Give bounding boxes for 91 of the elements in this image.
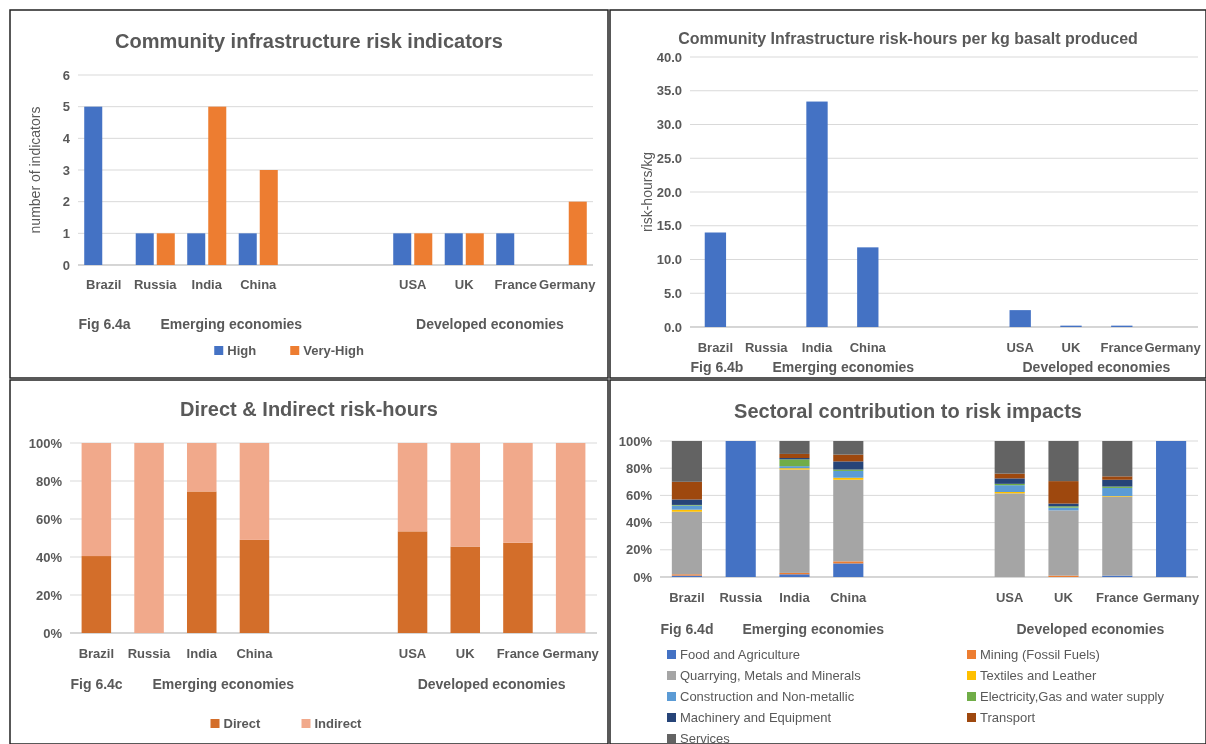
x-tick-label: UK [455, 646, 476, 661]
text: Developed economies [416, 316, 565, 332]
y-tick-label: 0% [633, 569, 653, 585]
y-tick-label: 5 [62, 99, 70, 115]
y-tick-label: 15.0 [656, 218, 682, 234]
y-tick-label: 0.0 [663, 319, 682, 335]
legend-label: Mining (Fossil Fuels) [980, 647, 1100, 662]
caption: Fig 6.4d [660, 621, 714, 637]
legend-label: Textiles and Leather [980, 668, 1098, 683]
y-axis-title: number of indicators [27, 106, 43, 234]
text: Emerging economies [160, 316, 303, 332]
x-tick-label: USA [1006, 340, 1035, 355]
legend-label: Electricity,Gas and water supply [980, 689, 1165, 704]
x-tick-label: India [801, 340, 833, 355]
text: Developed economies [417, 676, 566, 692]
y-tick-label: 40% [35, 549, 63, 565]
legend-label: High [227, 343, 257, 358]
x-tick-label: India [779, 590, 811, 605]
x-tick-label: USA [995, 590, 1025, 605]
legend-label: Services [680, 731, 731, 744]
y-tick-label: 10.0 [656, 252, 682, 268]
x-tick-label: USA [399, 277, 428, 292]
chart-title: Community infrastructure risk indicators [115, 30, 503, 52]
y-tick-label: 2 [62, 194, 70, 210]
caption: Fig 6.4b [690, 359, 744, 375]
legend-label: Direct [223, 716, 262, 731]
y-tick-label: 4 [62, 130, 71, 146]
y-tick-label: 3 [62, 162, 70, 178]
x-tick-label: India [191, 277, 223, 292]
y-tick-label: 60% [625, 487, 653, 503]
x-tick-label: France [1095, 590, 1139, 605]
y-tick-label: 20% [625, 542, 653, 558]
caption: Fig 6.4c [70, 676, 123, 692]
x-tick-label: Germany [542, 646, 600, 661]
text: Emerging economies [742, 621, 885, 637]
legend-label: Transport [980, 710, 1036, 725]
y-tick-label: 20% [35, 587, 63, 603]
y-tick-label: 1 [62, 225, 70, 241]
x-tick-label: Brazil [78, 646, 115, 661]
x-tick-label: France [496, 646, 540, 661]
y-tick-label: 100% [618, 433, 653, 449]
y-tick-label: 5.0 [663, 285, 682, 301]
legend-label: Machinery and Equipment [680, 710, 832, 725]
x-tick-label: Germany [1144, 340, 1202, 355]
x-tick-label: France [494, 277, 538, 292]
y-tick-label: 80% [625, 460, 653, 476]
x-tick-label: China [240, 277, 278, 292]
y-tick-label: 30.0 [656, 117, 682, 133]
x-tick-label: Russia [719, 590, 763, 605]
x-tick-label: China [236, 646, 274, 661]
legend-label: Construction and Non-metallic [680, 689, 855, 704]
x-tick-label: Russia [133, 277, 178, 292]
y-tick-label: 0% [43, 625, 63, 641]
text: Emerging economies [772, 359, 915, 375]
x-tick-label: Germany [1142, 590, 1201, 605]
legend-label: Very-High [303, 343, 364, 358]
x-tick-label: Brazil [86, 277, 122, 292]
x-tick-label: France [1100, 340, 1144, 355]
legend-label: Quarrying, Metals and Minerals [680, 668, 862, 683]
chart-title: Direct & Indirect risk-hours [180, 398, 438, 420]
chart-title: Sectoral contribution to risk impacts [734, 400, 1082, 422]
chart-title: Community Infrastructure risk-hours per kg basalt produced [678, 30, 1138, 47]
y-tick-label: 40.0 [656, 49, 682, 65]
x-tick-label: Germany [539, 277, 597, 292]
y-tick-label: 20.0 [656, 184, 682, 200]
y-tick-label: 100% [28, 435, 63, 451]
x-tick-label: India [186, 646, 218, 661]
x-tick-label: USA [398, 646, 427, 661]
text: Developed economies [1016, 621, 1165, 637]
x-tick-label: Brazil [697, 340, 734, 355]
y-tick-label: 80% [35, 473, 63, 489]
text: Developed economies [1022, 359, 1171, 375]
y-tick-label: 25.0 [656, 150, 682, 166]
y-tick-label: 60% [35, 511, 63, 527]
x-tick-label: UK [1054, 590, 1074, 605]
y-tick-label: 0 [62, 257, 70, 273]
caption: Fig 6.4a [78, 316, 131, 332]
x-tick-label: Brazil [669, 590, 705, 605]
x-tick-label: China [830, 590, 868, 605]
x-tick-label: Russia [744, 340, 789, 355]
y-tick-label: 35.0 [656, 83, 682, 99]
text: Emerging economies [152, 676, 295, 692]
y-tick-label: 40% [625, 515, 653, 531]
x-tick-label: China [849, 340, 887, 355]
legend-label: Indirect [314, 716, 363, 731]
y-tick-label: 6 [62, 67, 70, 83]
x-tick-label: Russia [127, 646, 172, 661]
legend-label: Food and Agriculture [680, 647, 800, 662]
x-tick-label: UK [454, 277, 475, 292]
x-tick-label: UK [1061, 340, 1081, 355]
y-axis-title: risk-hours/kg [639, 151, 655, 233]
